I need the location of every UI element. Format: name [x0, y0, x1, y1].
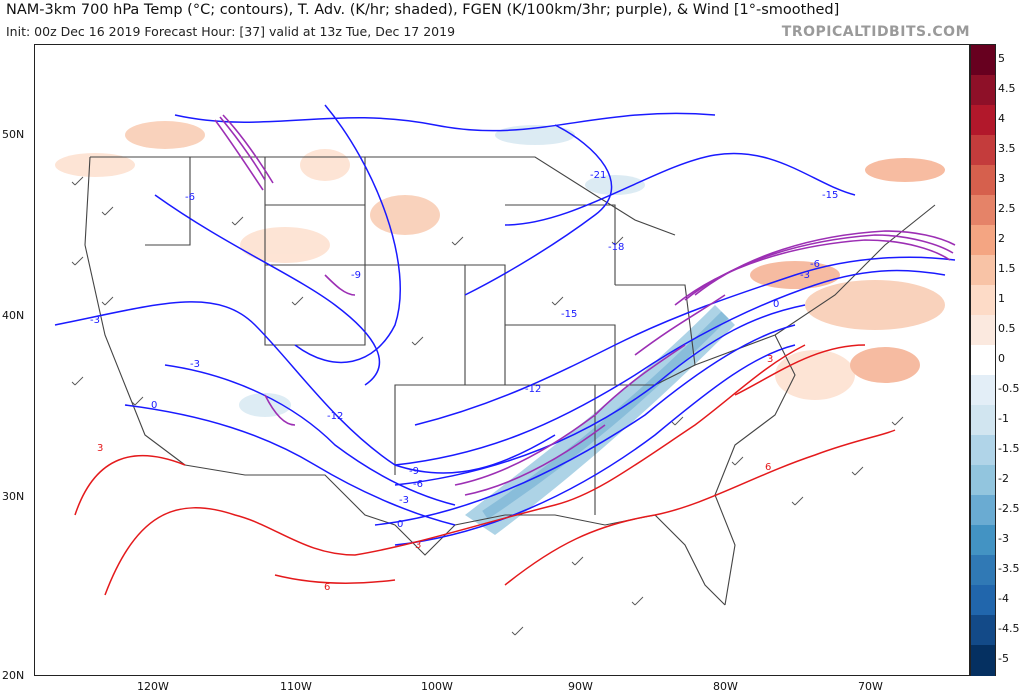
colorbar-segment	[971, 525, 995, 556]
lat-label-30n: 30N	[2, 490, 25, 503]
colorbar-segment	[971, 585, 995, 616]
svg-text:-21: -21	[590, 170, 606, 181]
advection-colorbar	[970, 44, 996, 676]
colorbar-label: -4.5	[998, 622, 1020, 635]
svg-text:-9: -9	[409, 466, 419, 477]
svg-text:0: 0	[773, 299, 779, 310]
map-subtitle: Init: 00z Dec 16 2019 Forecast Hour: [37…	[6, 24, 456, 39]
lon-label-120w: 120W	[137, 680, 169, 693]
colorbar-label: -4	[998, 592, 1009, 605]
colorbar-segment	[971, 45, 995, 76]
wind-barbs	[71, 176, 904, 636]
colorbar-segment	[971, 375, 995, 406]
colorbar-label: 0.5	[998, 322, 1016, 335]
svg-text:-12: -12	[525, 384, 541, 395]
colorbar-label: 2.5	[998, 202, 1016, 215]
svg-text:3: 3	[97, 443, 103, 454]
svg-text:-9: -9	[351, 270, 361, 281]
lat-label-40n: 40N	[2, 309, 25, 322]
lat-label-50n: 50N	[2, 128, 25, 141]
svg-text:6: 6	[324, 582, 330, 593]
svg-text:-3: -3	[800, 270, 810, 281]
lat-label-20n: 20N	[2, 669, 25, 682]
colorbar-label: 5	[998, 52, 1005, 65]
colorbar-segment	[971, 435, 995, 466]
map-canvas: -21 -18 -15 -15 -12 -12 -9 -9 -6 -6 -6 -…	[54, 104, 956, 636]
svg-text:-15: -15	[822, 190, 838, 201]
svg-text:-3: -3	[190, 359, 200, 370]
colorbar-segment	[971, 135, 995, 166]
svg-text:-6: -6	[413, 479, 423, 490]
colorbar-label: 1	[998, 292, 1005, 305]
colorbar-label: 3	[998, 172, 1005, 185]
colorbar-segment	[971, 165, 995, 196]
colorbar-label: -2	[998, 472, 1009, 485]
warm-contours	[74, 344, 896, 596]
colorbar-segment	[971, 225, 995, 256]
colorbar-segment	[971, 405, 995, 436]
colorbar-segment	[971, 195, 995, 226]
colorbar-segment	[971, 285, 995, 316]
colorbar-label: -3.5	[998, 562, 1020, 575]
lon-label-80w: 80W	[713, 680, 738, 693]
colorbar-label: 1.5	[998, 262, 1016, 275]
svg-text:3: 3	[767, 354, 773, 365]
svg-text:-6: -6	[185, 192, 195, 203]
cold-contours	[54, 104, 956, 546]
colorbar-segment	[971, 465, 995, 496]
colorbar-label: 4.5	[998, 82, 1016, 95]
lon-label-100w: 100W	[421, 680, 453, 693]
svg-text:-6: -6	[810, 259, 820, 270]
lon-label-110w: 110W	[280, 680, 312, 693]
colorbar-label: 4	[998, 112, 1005, 125]
map-title: NAM-3km 700 hPa Temp (°C; contours), T. …	[6, 2, 840, 18]
brand-watermark: TROPICALTIDBITS.COM	[781, 24, 970, 40]
lon-label-90w: 90W	[568, 680, 593, 693]
colorbar-segment	[971, 345, 995, 376]
colorbar-label: 0	[998, 352, 1005, 365]
svg-text:-3: -3	[399, 495, 409, 506]
colorbar-segment	[971, 315, 995, 346]
fgen-contours	[214, 114, 956, 496]
advection-shading	[55, 121, 945, 535]
colorbar-label: -1.5	[998, 442, 1020, 455]
colorbar-segment	[971, 645, 995, 676]
svg-text:-18: -18	[608, 242, 624, 253]
colorbar-segment	[971, 105, 995, 136]
colorbar-label: 3.5	[998, 142, 1016, 155]
contour-labels: -21 -18 -15 -15 -12 -12 -9 -9 -6 -6 -6 -…	[90, 170, 838, 593]
colorbar-label: -5	[998, 652, 1009, 665]
svg-text:-15: -15	[561, 309, 577, 320]
svg-text:6: 6	[765, 462, 771, 473]
svg-text:0: 0	[151, 400, 157, 411]
colorbar-label: -1	[998, 412, 1009, 425]
lon-label-70w: 70W	[858, 680, 883, 693]
weather-map: -21 -18 -15 -15 -12 -12 -9 -9 -6 -6 -6 -…	[34, 44, 970, 676]
colorbar-segment	[971, 555, 995, 586]
colorbar-segment	[971, 255, 995, 286]
colorbar-label: -3	[998, 532, 1009, 545]
colorbar-label: -2.5	[998, 502, 1020, 515]
colorbar-label: -0.5	[998, 382, 1020, 395]
svg-text:-12: -12	[327, 411, 343, 422]
svg-text:3: 3	[415, 540, 421, 551]
colorbar-label: 2	[998, 232, 1005, 245]
svg-text:0: 0	[397, 519, 403, 530]
colorbar-segment	[971, 75, 995, 106]
svg-text:-3: -3	[90, 315, 100, 326]
colorbar-segment	[971, 495, 995, 526]
colorbar-segment	[971, 615, 995, 646]
